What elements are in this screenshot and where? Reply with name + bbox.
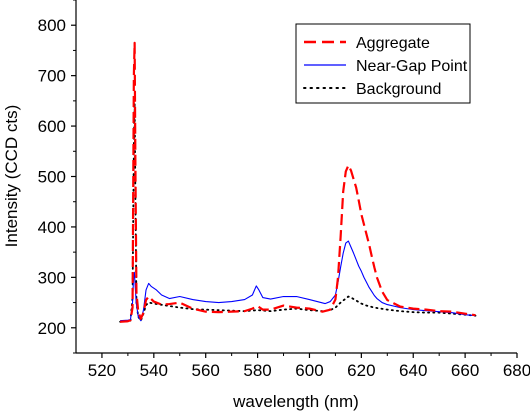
x-tick-label: 640 [399,361,427,380]
legend-label-near-gap-point: Near-Gap Point [356,58,468,75]
x-tick-label: 560 [192,361,220,380]
x-axis-title: wavelength (nm) [232,392,359,411]
x-axis: 520 540 560 580 600 620 640 660 680 [76,352,530,380]
x-tick-label: 580 [243,361,271,380]
legend-label-aggregate: Aggregate [356,35,430,52]
legend: Aggregate Near-Gap Point Background [295,23,471,104]
y-axis-title: Intensity (CCD cts) [2,105,21,248]
series-line-near-gap-point [120,240,476,322]
plot-area [119,41,477,323]
y-tick-label: 600 [38,117,66,136]
y-tick-label: 200 [38,319,66,338]
x-tick-label: 520 [88,361,116,380]
y-tick-label: 400 [38,218,66,237]
y-tick-label: 500 [38,168,66,187]
y-tick-label: 300 [38,268,66,287]
x-tick-label: 680 [503,361,530,380]
legend-label-background: Background [356,81,441,98]
x-tick-label: 620 [347,361,375,380]
y-axis: 200 300 400 500 600 700 800 [38,0,77,354]
y-tick-label: 700 [38,67,66,86]
y-tick-label: 800 [38,16,66,35]
x-tick-label: 660 [451,361,479,380]
legend-box [295,23,471,104]
x-tick-label: 540 [140,361,168,380]
series-line-aggregate [120,41,476,323]
x-tick-label: 600 [295,361,323,380]
series-line-background [119,102,477,323]
